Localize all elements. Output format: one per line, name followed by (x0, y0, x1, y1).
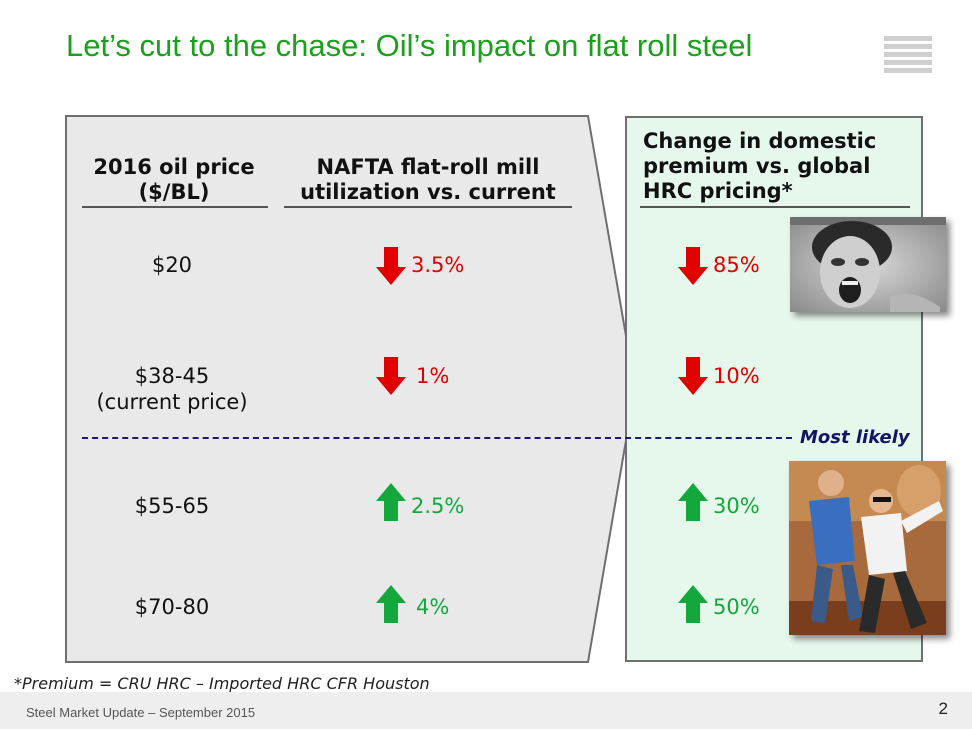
arrow-up-icon (376, 483, 406, 521)
page-number: 2 (938, 699, 948, 718)
price-row-2: $38-45 (current price) (96, 364, 248, 414)
utilization-row-1: 3.5% (411, 253, 465, 277)
header-change-underline (640, 206, 910, 208)
footer-text: Steel Market Update – September 2015 (26, 705, 256, 720)
premium-row-3: 30% (713, 494, 760, 518)
utilization-row-4: 4% (416, 595, 450, 619)
header-oil-price: 2016 oil price ($/BL) (93, 155, 255, 204)
arrow-down-icon (376, 247, 406, 285)
footnote: *Premium = CRU HRC – Imported HRC CFR Ho… (14, 674, 430, 693)
utilization-row-2: 1% (416, 364, 450, 388)
price-row-3: $55-65 (134, 494, 210, 518)
premium-row-1: 85% (713, 253, 760, 277)
slide-title: Let’s cut to the chase: Oil’s impact on … (66, 28, 753, 63)
premium-row-4: 50% (713, 595, 760, 619)
utilization-row-3: 2.5% (411, 494, 465, 518)
header-nafta-underline (284, 206, 572, 208)
price-row-4: $70-80 (134, 595, 210, 619)
arrow-down-icon (678, 357, 708, 395)
arrow-up-icon (678, 483, 708, 521)
header-nafta: NAFTA flat-roll mill utilization vs. cur… (300, 155, 556, 204)
arrow-up-icon (376, 585, 406, 623)
header-change: Change in domestic premium vs. global HR… (643, 129, 877, 203)
arrow-down-icon (678, 247, 708, 285)
premium-row-2: 10% (713, 364, 760, 388)
arrow-down-icon (376, 357, 406, 395)
dancing-people-photo (789, 461, 946, 635)
footer-bar: Steel Market Update – September 2015 2 (0, 692, 972, 729)
arrow-up-icon (678, 585, 708, 623)
header-oil-underline (82, 206, 268, 208)
menu-icon[interactable] (884, 36, 932, 78)
screaming-face-photo (790, 217, 946, 312)
most-likely-label: Most likely (800, 427, 910, 448)
price-row-1: $20 (151, 253, 193, 277)
most-likely-divider (82, 437, 792, 439)
